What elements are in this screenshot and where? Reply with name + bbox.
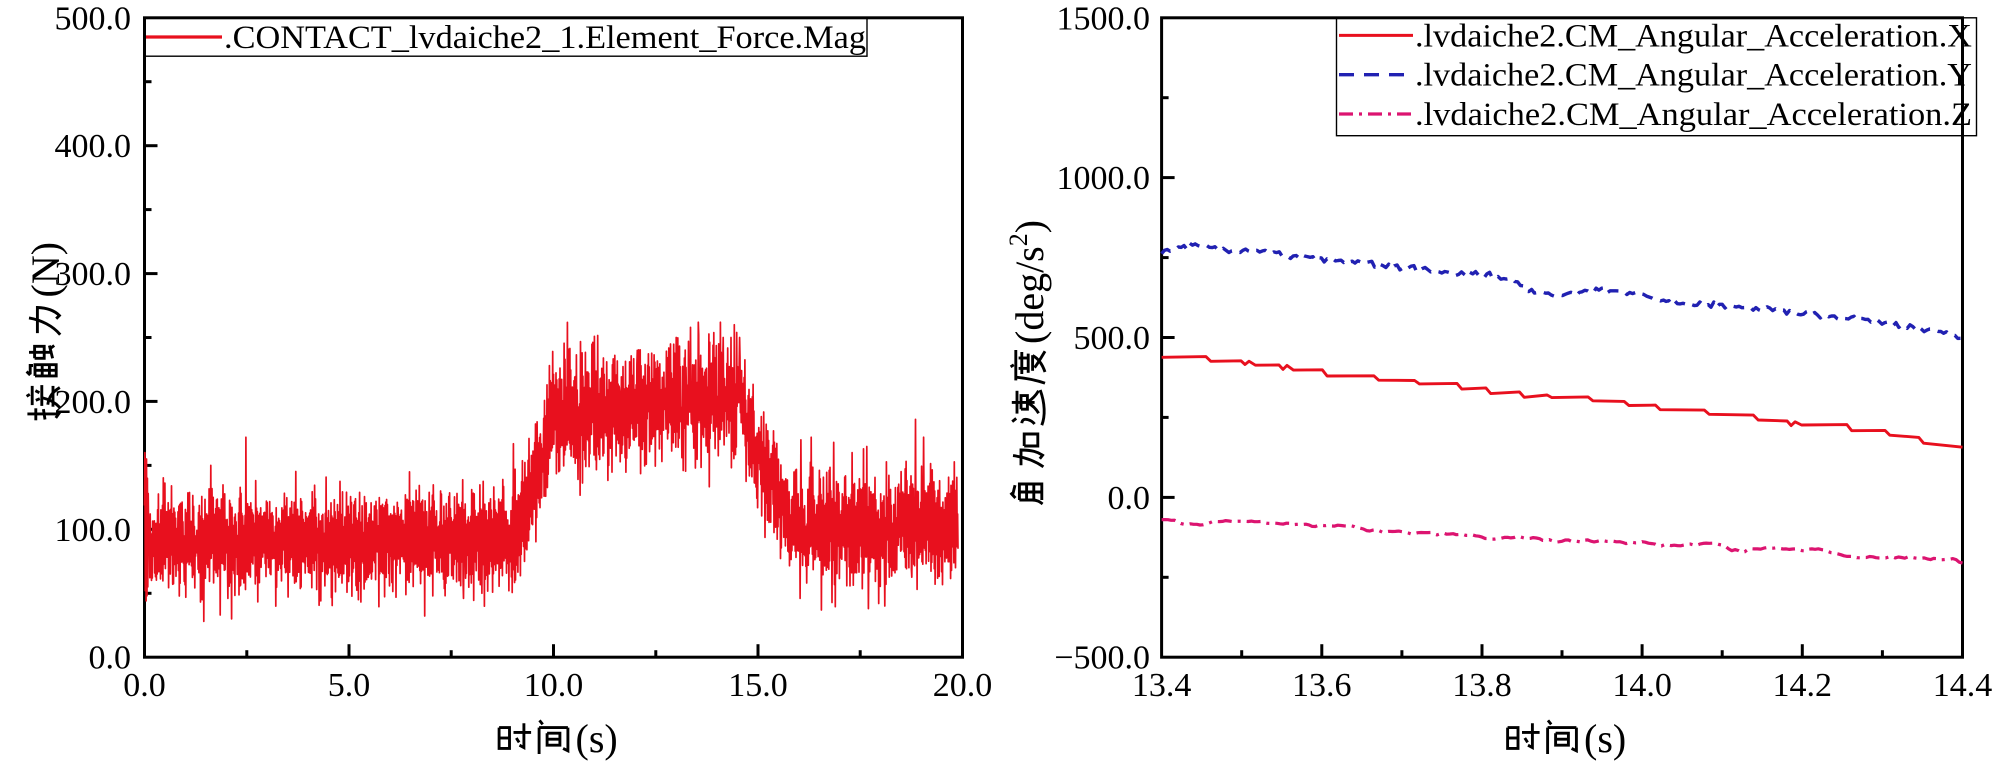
svg-text:.lvdaiche2.CM_Angular_Accelera: .lvdaiche2.CM_Angular_Acceleration.Z xyxy=(1415,97,1972,133)
svg-text:.CONTACT_lvdaiche2_1.Element_F: .CONTACT_lvdaiche2_1.Element_Force.Mag xyxy=(224,20,866,56)
svg-text:500.0: 500.0 xyxy=(1074,320,1151,357)
svg-text:13.6: 13.6 xyxy=(1292,667,1352,704)
svg-text:100.0: 100.0 xyxy=(55,512,132,549)
svg-text:−500.0: −500.0 xyxy=(1054,640,1150,677)
svg-text:.lvdaiche2.CM_Angular_Accelera: .lvdaiche2.CM_Angular_Acceleration.X xyxy=(1415,18,1972,54)
svg-text:.lvdaiche2.CM_Angular_Accelera: .lvdaiche2.CM_Angular_Acceleration.Y xyxy=(1415,58,1972,94)
svg-text:400.0: 400.0 xyxy=(55,128,132,165)
svg-text:20.0: 20.0 xyxy=(933,667,993,704)
svg-text:14.0: 14.0 xyxy=(1612,667,1672,704)
svg-text:0.0: 0.0 xyxy=(1108,480,1151,517)
svg-text:1500.0: 1500.0 xyxy=(1057,0,1151,37)
svg-text:(s): (s) xyxy=(576,716,618,761)
svg-text:1000.0: 1000.0 xyxy=(1057,160,1151,197)
svg-text:5.0: 5.0 xyxy=(328,667,371,704)
svg-text:(N): (N) xyxy=(23,242,68,298)
svg-text:300.0: 300.0 xyxy=(55,256,132,293)
svg-text:15.0: 15.0 xyxy=(728,667,788,704)
svg-text:10.0: 10.0 xyxy=(524,667,584,704)
svg-text:200.0: 200.0 xyxy=(55,384,132,421)
svg-text:500.0: 500.0 xyxy=(55,0,132,37)
svg-text:13.4: 13.4 xyxy=(1132,667,1192,704)
svg-text:14.2: 14.2 xyxy=(1773,667,1833,704)
svg-text:(deg/s2): (deg/s2) xyxy=(1004,220,1052,344)
svg-text:(s): (s) xyxy=(1584,716,1626,761)
svg-text:0.0: 0.0 xyxy=(89,640,132,677)
svg-text:13.8: 13.8 xyxy=(1452,667,1512,704)
svg-text:14.4: 14.4 xyxy=(1933,667,1993,704)
svg-text:0.0: 0.0 xyxy=(123,667,166,704)
